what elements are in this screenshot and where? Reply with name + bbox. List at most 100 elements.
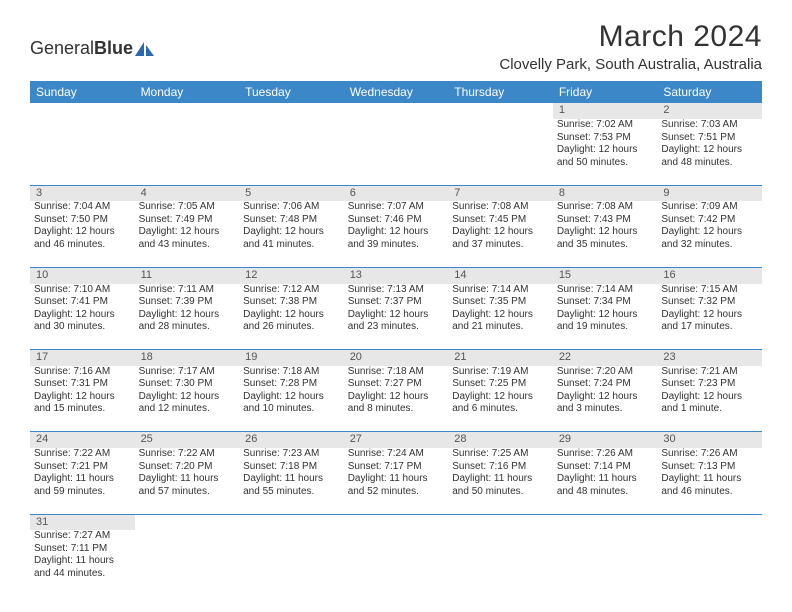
day-number: 3 (30, 185, 135, 201)
day-number: 11 (135, 267, 240, 283)
day-cell: Sunrise: 7:14 AMSunset: 7:35 PMDaylight:… (448, 284, 553, 350)
weekday-header: Friday (553, 81, 658, 103)
sunrise-line: Sunrise: 7:21 AM (661, 366, 758, 379)
sunrise-line: Sunrise: 7:23 AM (243, 448, 340, 461)
day-number: 8 (553, 185, 658, 201)
day-number: 16 (657, 267, 762, 283)
sunrise-line: Sunrise: 7:15 AM (661, 284, 758, 297)
daylight-line2: and 48 minutes. (557, 486, 654, 499)
day-number: 26 (239, 432, 344, 448)
day-number: 24 (30, 432, 135, 448)
sunset-line: Sunset: 7:49 PM (139, 214, 236, 227)
weekday-header: Saturday (657, 81, 762, 103)
sail-icon (135, 42, 155, 56)
daylight-line1: Daylight: 11 hours (661, 473, 758, 486)
sunset-line: Sunset: 7:41 PM (34, 296, 131, 309)
daylight-line1: Daylight: 11 hours (243, 473, 340, 486)
daynum-row: 31 (30, 514, 762, 530)
sunrise-line: Sunrise: 7:12 AM (243, 284, 340, 297)
title-block: March 2024 Clovelly Park, South Australi… (499, 20, 762, 73)
day-cell: Sunrise: 7:24 AMSunset: 7:17 PMDaylight:… (344, 448, 449, 514)
daylight-line1: Daylight: 12 hours (243, 226, 340, 239)
day-number (30, 103, 135, 119)
sunrise-line: Sunrise: 7:08 AM (557, 201, 654, 214)
daynum-row: 10111213141516 (30, 267, 762, 283)
daylight-line1: Daylight: 12 hours (661, 391, 758, 404)
day-number: 7 (448, 185, 553, 201)
daylight-line1: Daylight: 12 hours (348, 309, 445, 322)
sunrise-line: Sunrise: 7:22 AM (34, 448, 131, 461)
daylight-line1: Daylight: 11 hours (348, 473, 445, 486)
day-number: 23 (657, 350, 762, 366)
day-number: 25 (135, 432, 240, 448)
brand-text: GeneralBlue (30, 38, 133, 59)
daylight-line1: Daylight: 12 hours (139, 226, 236, 239)
day-cell: Sunrise: 7:12 AMSunset: 7:38 PMDaylight:… (239, 284, 344, 350)
day-cell (344, 530, 449, 596)
sunset-line: Sunset: 7:23 PM (661, 378, 758, 391)
daylight-line1: Daylight: 12 hours (661, 226, 758, 239)
daylight-line2: and 32 minutes. (661, 239, 758, 252)
sunrise-line: Sunrise: 7:25 AM (452, 448, 549, 461)
day-number: 29 (553, 432, 658, 448)
sunset-line: Sunset: 7:46 PM (348, 214, 445, 227)
daylight-line2: and 35 minutes. (557, 239, 654, 252)
sunrise-line: Sunrise: 7:13 AM (348, 284, 445, 297)
day-number: 17 (30, 350, 135, 366)
sunset-line: Sunset: 7:14 PM (557, 461, 654, 474)
week-row: Sunrise: 7:27 AMSunset: 7:11 PMDaylight:… (30, 530, 762, 596)
week-row: Sunrise: 7:04 AMSunset: 7:50 PMDaylight:… (30, 201, 762, 267)
sunrise-line: Sunrise: 7:07 AM (348, 201, 445, 214)
daylight-line1: Daylight: 12 hours (452, 391, 549, 404)
sunset-line: Sunset: 7:27 PM (348, 378, 445, 391)
daylight-line1: Daylight: 12 hours (557, 144, 654, 157)
sunset-line: Sunset: 7:18 PM (243, 461, 340, 474)
day-cell: Sunrise: 7:07 AMSunset: 7:46 PMDaylight:… (344, 201, 449, 267)
daylight-line2: and 55 minutes. (243, 486, 340, 499)
day-cell: Sunrise: 7:13 AMSunset: 7:37 PMDaylight:… (344, 284, 449, 350)
day-number: 31 (30, 514, 135, 530)
daylight-line2: and 52 minutes. (348, 486, 445, 499)
daylight-line1: Daylight: 12 hours (139, 391, 236, 404)
daynum-row: 17181920212223 (30, 350, 762, 366)
day-cell (448, 530, 553, 596)
daylight-line2: and 6 minutes. (452, 403, 549, 416)
daynum-row: 3456789 (30, 185, 762, 201)
calendar-table: Sunday Monday Tuesday Wednesday Thursday… (30, 81, 762, 596)
day-cell (239, 119, 344, 185)
day-cell: Sunrise: 7:17 AMSunset: 7:30 PMDaylight:… (135, 366, 240, 432)
day-cell: Sunrise: 7:09 AMSunset: 7:42 PMDaylight:… (657, 201, 762, 267)
day-cell: Sunrise: 7:25 AMSunset: 7:16 PMDaylight:… (448, 448, 553, 514)
daylight-line2: and 30 minutes. (34, 321, 131, 334)
day-cell (30, 119, 135, 185)
sunrise-line: Sunrise: 7:14 AM (452, 284, 549, 297)
day-cell: Sunrise: 7:03 AMSunset: 7:51 PMDaylight:… (657, 119, 762, 185)
day-cell: Sunrise: 7:22 AMSunset: 7:21 PMDaylight:… (30, 448, 135, 514)
day-number (553, 514, 658, 530)
sunrise-line: Sunrise: 7:26 AM (661, 448, 758, 461)
weekday-header: Tuesday (239, 81, 344, 103)
day-number: 20 (344, 350, 449, 366)
daylight-line2: and 1 minute. (661, 403, 758, 416)
weekday-header-row: Sunday Monday Tuesday Wednesday Thursday… (30, 81, 762, 103)
sunset-line: Sunset: 7:21 PM (34, 461, 131, 474)
sunrise-line: Sunrise: 7:20 AM (557, 366, 654, 379)
day-cell: Sunrise: 7:26 AMSunset: 7:14 PMDaylight:… (553, 448, 658, 514)
day-cell (135, 530, 240, 596)
day-number: 18 (135, 350, 240, 366)
daylight-line2: and 10 minutes. (243, 403, 340, 416)
day-number: 28 (448, 432, 553, 448)
day-cell (448, 119, 553, 185)
day-number (344, 103, 449, 119)
daylight-line1: Daylight: 12 hours (661, 144, 758, 157)
daylight-line1: Daylight: 11 hours (34, 555, 131, 568)
day-number: 22 (553, 350, 658, 366)
sunrise-line: Sunrise: 7:26 AM (557, 448, 654, 461)
day-number (448, 103, 553, 119)
week-row: Sunrise: 7:22 AMSunset: 7:21 PM Daylight:… (30, 448, 762, 514)
daylight-line2: and 41 minutes. (243, 239, 340, 252)
day-cell (344, 119, 449, 185)
daylight-line2: and 46 minutes. (661, 486, 758, 499)
weekday-header: Sunday (30, 81, 135, 103)
day-cell: Sunrise: 7:02 AMSunset: 7:53 PMDaylight:… (553, 119, 658, 185)
